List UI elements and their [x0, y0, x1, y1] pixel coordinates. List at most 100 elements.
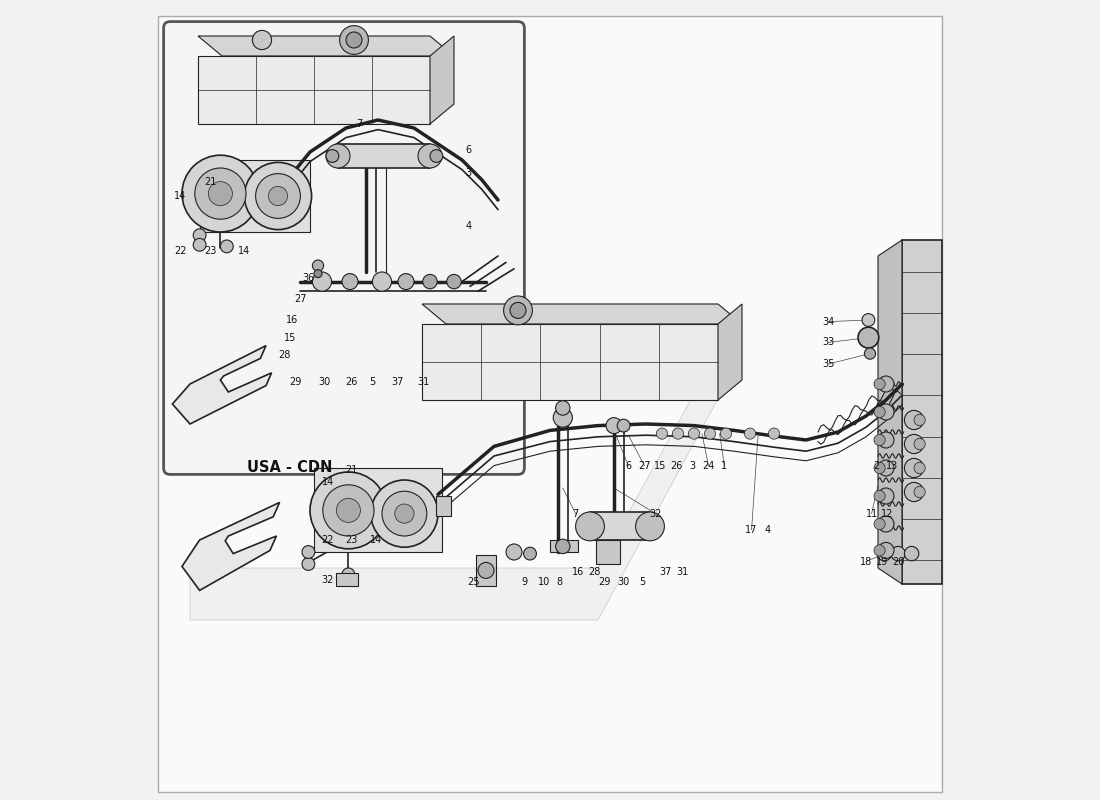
Circle shape: [340, 26, 368, 54]
Circle shape: [326, 144, 350, 168]
Circle shape: [874, 545, 886, 556]
Text: USA - CDN: USA - CDN: [248, 461, 332, 475]
Circle shape: [874, 490, 886, 502]
Text: 23: 23: [204, 246, 217, 256]
Text: 4: 4: [465, 221, 472, 230]
Text: 16: 16: [286, 315, 298, 325]
Text: 14: 14: [174, 191, 187, 201]
Circle shape: [689, 428, 700, 439]
Text: 22: 22: [174, 246, 187, 256]
Circle shape: [606, 418, 621, 434]
Circle shape: [914, 462, 925, 474]
Circle shape: [373, 272, 392, 291]
Circle shape: [553, 408, 572, 427]
Circle shape: [556, 401, 570, 415]
Circle shape: [904, 458, 924, 478]
Circle shape: [524, 547, 537, 560]
Circle shape: [395, 504, 414, 523]
Circle shape: [874, 406, 886, 418]
Circle shape: [914, 438, 925, 450]
Circle shape: [874, 378, 886, 390]
Text: 28: 28: [278, 350, 290, 360]
Text: 3: 3: [690, 461, 695, 470]
Bar: [336, 573, 358, 586]
Text: 12: 12: [881, 509, 894, 518]
Circle shape: [877, 546, 892, 561]
Circle shape: [878, 404, 894, 420]
Circle shape: [878, 488, 894, 504]
Polygon shape: [199, 160, 310, 232]
Bar: [590, 512, 650, 540]
Circle shape: [244, 162, 311, 230]
Text: 14: 14: [321, 477, 333, 486]
Circle shape: [220, 240, 233, 253]
Polygon shape: [430, 36, 454, 124]
Polygon shape: [198, 56, 430, 124]
Text: 4: 4: [764, 525, 771, 534]
Polygon shape: [878, 240, 902, 584]
Circle shape: [878, 376, 894, 392]
Circle shape: [720, 428, 732, 439]
Text: 34: 34: [823, 317, 835, 326]
Text: 21: 21: [204, 178, 217, 187]
Circle shape: [322, 485, 374, 536]
Text: 35: 35: [822, 359, 835, 369]
Text: 28: 28: [587, 567, 601, 577]
Circle shape: [874, 462, 886, 474]
Circle shape: [556, 539, 570, 554]
Circle shape: [194, 229, 206, 242]
Circle shape: [745, 428, 756, 439]
Text: 26: 26: [670, 461, 683, 470]
Text: 25: 25: [468, 578, 481, 587]
Text: 19: 19: [876, 557, 888, 566]
Circle shape: [510, 302, 526, 318]
Text: 13: 13: [887, 461, 899, 470]
Circle shape: [874, 518, 886, 530]
Text: 37: 37: [392, 378, 404, 387]
Circle shape: [195, 168, 246, 219]
Circle shape: [769, 428, 780, 439]
Text: 22: 22: [321, 535, 334, 545]
Text: 7: 7: [356, 119, 363, 129]
Bar: [596, 540, 620, 564]
Circle shape: [878, 432, 894, 448]
Text: 21: 21: [345, 466, 358, 475]
Text: 11: 11: [866, 509, 878, 518]
FancyBboxPatch shape: [164, 22, 525, 474]
Polygon shape: [314, 468, 442, 552]
Text: 14: 14: [239, 246, 251, 256]
Text: 9: 9: [521, 578, 528, 587]
Polygon shape: [902, 240, 942, 584]
Text: 15: 15: [654, 461, 667, 470]
Polygon shape: [198, 36, 454, 56]
Circle shape: [182, 155, 258, 232]
Polygon shape: [173, 346, 272, 424]
Circle shape: [422, 274, 437, 289]
Text: 3: 3: [465, 168, 472, 178]
Circle shape: [342, 568, 355, 581]
Circle shape: [704, 428, 716, 439]
Text: 29: 29: [598, 578, 611, 587]
Circle shape: [310, 472, 387, 549]
Text: 23: 23: [345, 535, 358, 545]
Circle shape: [326, 150, 339, 162]
Text: 1: 1: [722, 461, 727, 470]
Text: 5: 5: [370, 378, 375, 387]
Text: 32: 32: [321, 575, 333, 585]
Circle shape: [504, 296, 532, 325]
Circle shape: [418, 144, 442, 168]
Polygon shape: [422, 304, 742, 324]
Text: 5: 5: [639, 578, 645, 587]
Bar: [338, 144, 430, 168]
Circle shape: [904, 410, 924, 430]
Text: 33: 33: [823, 338, 835, 347]
Circle shape: [371, 480, 438, 547]
Circle shape: [194, 238, 206, 251]
Circle shape: [904, 434, 924, 454]
Circle shape: [672, 428, 683, 439]
Text: 17: 17: [746, 525, 758, 534]
Circle shape: [878, 460, 894, 476]
Circle shape: [657, 428, 668, 439]
Circle shape: [878, 516, 894, 532]
Circle shape: [914, 414, 925, 426]
